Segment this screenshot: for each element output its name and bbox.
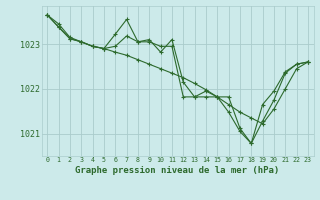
X-axis label: Graphe pression niveau de la mer (hPa): Graphe pression niveau de la mer (hPa) (76, 166, 280, 175)
